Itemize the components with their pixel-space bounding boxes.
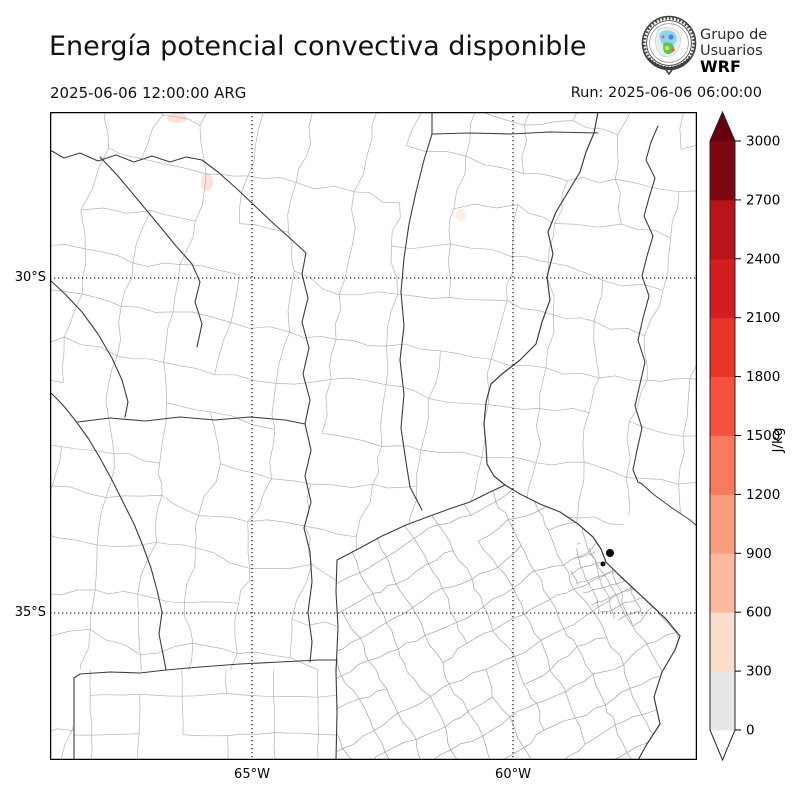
colorbar-over-arrow bbox=[710, 112, 735, 141]
rio-de-la-plata-ocean bbox=[601, 484, 697, 760]
colorbar-tick-label: 2400 bbox=[746, 251, 780, 267]
border-cordoba-santa-fe bbox=[399, 112, 599, 511]
mesh-la-pampa bbox=[73, 670, 337, 760]
department-mesh-la-pampa bbox=[73, 670, 337, 760]
lon-tick-label: 65°W bbox=[234, 767, 270, 782]
border-la-pampa-northwest bbox=[73, 669, 167, 760]
border-buenos-aires-west bbox=[335, 559, 339, 760]
cape-shading-faint bbox=[167, 113, 466, 221]
colorbar-tick-label: 300 bbox=[746, 664, 772, 680]
border-northwest-meander bbox=[50, 149, 313, 663]
colorbar-segment bbox=[710, 258, 735, 319]
border-la-pampa-north bbox=[165, 659, 338, 671]
parana-river bbox=[483, 112, 602, 550]
province-borders bbox=[50, 112, 697, 760]
logo-text-line2: Usuarios bbox=[700, 43, 763, 59]
colorbar-unit-label: J/kg bbox=[770, 428, 786, 454]
lon-tick-label: 60°W bbox=[495, 767, 531, 782]
border-san-juan bbox=[50, 279, 129, 418]
page-title: Energía potencial convectiva disponible bbox=[49, 31, 587, 62]
colorbar-tick-label: 3000 bbox=[746, 134, 780, 150]
border-northwest-inner bbox=[99, 156, 203, 348]
globe-emblem-icon bbox=[641, 15, 697, 76]
buenos-aires-city-marker bbox=[600, 549, 614, 567]
colorbar-tick-label: 0 bbox=[746, 723, 755, 739]
uruguay-river bbox=[632, 125, 659, 485]
colorbar-segment bbox=[710, 612, 735, 672]
estuary-north-shore bbox=[641, 483, 697, 527]
map-frame bbox=[50, 112, 697, 760]
mesh-general bbox=[50, 112, 697, 760]
wrf-users-group-logo: Grupo de Usuarios WRF bbox=[641, 15, 767, 76]
logo-text-line3: WRF bbox=[700, 57, 741, 76]
department-mesh-buenos-aires bbox=[337, 485, 680, 760]
cape-colorbar: 0 300 600 900 1200 1500 1800 2100 2400 2700 3000 J/… bbox=[709, 110, 786, 762]
department-mesh-general bbox=[50, 112, 697, 760]
lat-tick-label: 35°S bbox=[14, 605, 46, 620]
colorbar-segment bbox=[710, 376, 735, 436]
la-pampa-region bbox=[73, 670, 337, 760]
colorbar-tick-label: 2700 bbox=[746, 192, 780, 208]
colorbar-tick-label: 900 bbox=[746, 546, 772, 562]
colorbar-segment bbox=[710, 671, 735, 731]
buenos-aires-coast bbox=[600, 548, 681, 760]
colorbar-segment bbox=[710, 494, 735, 554]
colorbar-segment bbox=[710, 435, 735, 495]
graticule bbox=[50, 112, 697, 760]
colorbar-segment bbox=[710, 141, 735, 201]
border-buenos-aires-northwest bbox=[336, 484, 506, 561]
border-desaguadero-river bbox=[50, 391, 167, 671]
colorbar-tick-label: 600 bbox=[746, 605, 772, 621]
colorbar-tick-label: 1800 bbox=[746, 369, 780, 385]
colorbar-segment bbox=[710, 317, 735, 377]
colorbar-tick-label: 1200 bbox=[746, 487, 780, 503]
cape-map-panel bbox=[50, 112, 697, 760]
colorbar-under-arrow bbox=[710, 730, 735, 760]
logo-text-line1: Grupo de bbox=[700, 27, 767, 43]
colorbar-tick-label: 1500 bbox=[746, 428, 780, 444]
border-san-luis-north bbox=[77, 416, 306, 425]
run-time-label: Run: 2025-06-06 06:00:00 bbox=[570, 85, 762, 101]
colorbar-segment bbox=[710, 553, 735, 613]
colorbar-tick-label: 2100 bbox=[746, 310, 780, 326]
valid-time-label: 2025-06-06 12:00:00 ARG bbox=[50, 84, 247, 102]
lat-tick-label: 30°S bbox=[14, 270, 46, 285]
mesh-buenos-aires bbox=[337, 485, 680, 760]
colorbar-segment bbox=[710, 199, 735, 260]
